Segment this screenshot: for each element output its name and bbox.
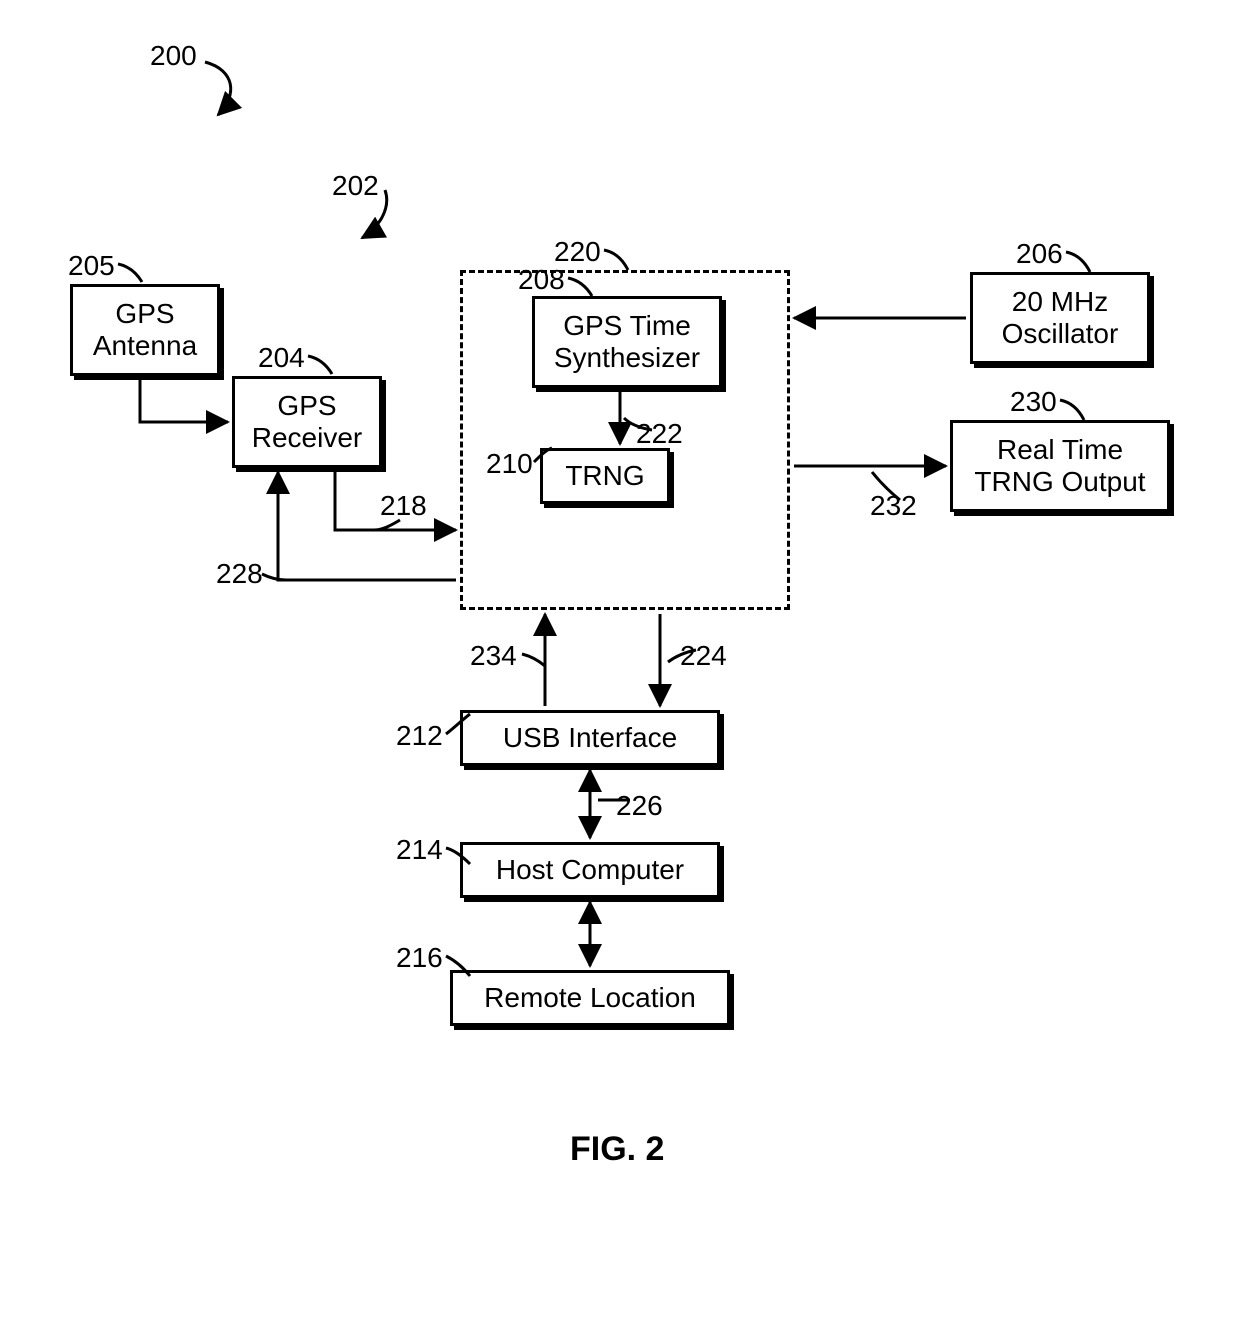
node-label: GPSReceiver bbox=[252, 390, 362, 454]
node-trng: TRNG bbox=[540, 448, 670, 504]
node-gps-antenna: GPSAntenna bbox=[70, 284, 220, 376]
node-label: GPS TimeSynthesizer bbox=[554, 310, 700, 374]
figure-caption: FIG. 2 bbox=[570, 1130, 664, 1169]
node-remote: Remote Location bbox=[450, 970, 730, 1026]
ref-206: 206 bbox=[1016, 238, 1063, 270]
node-label: Host Computer bbox=[496, 854, 684, 886]
node-gps-receiver: GPSReceiver bbox=[232, 376, 382, 468]
ref-205: 205 bbox=[68, 250, 115, 282]
ref-218: 218 bbox=[380, 490, 427, 522]
ref-226: 226 bbox=[616, 790, 663, 822]
node-rt-output: Real TimeTRNG Output bbox=[950, 420, 1170, 512]
node-usb: USB Interface bbox=[460, 710, 720, 766]
ref-202: 202 bbox=[332, 170, 379, 202]
node-label: TRNG bbox=[565, 460, 644, 492]
node-gps-time-synth: GPS TimeSynthesizer bbox=[532, 296, 722, 388]
ref-232: 232 bbox=[870, 490, 917, 522]
node-label: GPSAntenna bbox=[93, 298, 197, 362]
node-label: 20 MHzOscillator bbox=[1002, 286, 1119, 350]
node-host: Host Computer bbox=[460, 842, 720, 898]
ref-230: 230 bbox=[1010, 386, 1057, 418]
node-oscillator: 20 MHzOscillator bbox=[970, 272, 1150, 364]
ref-212: 212 bbox=[396, 720, 443, 752]
node-label: Remote Location bbox=[484, 982, 696, 1014]
ref-204: 204 bbox=[258, 342, 305, 374]
ref-200: 200 bbox=[150, 40, 197, 72]
ref-228: 228 bbox=[216, 558, 263, 590]
diagram-canvas: GPSAntenna GPSReceiver 20 MHzOscillator … bbox=[0, 0, 1240, 1342]
ref-216: 216 bbox=[396, 942, 443, 974]
ref-224: 224 bbox=[680, 640, 727, 672]
node-label: USB Interface bbox=[503, 722, 677, 754]
ref-220: 220 bbox=[554, 236, 601, 268]
node-label: Real TimeTRNG Output bbox=[974, 434, 1145, 498]
ref-214: 214 bbox=[396, 834, 443, 866]
ref-208: 208 bbox=[518, 264, 565, 296]
ref-222: 222 bbox=[636, 418, 683, 450]
ref-210: 210 bbox=[486, 448, 533, 480]
ref-234: 234 bbox=[470, 640, 517, 672]
